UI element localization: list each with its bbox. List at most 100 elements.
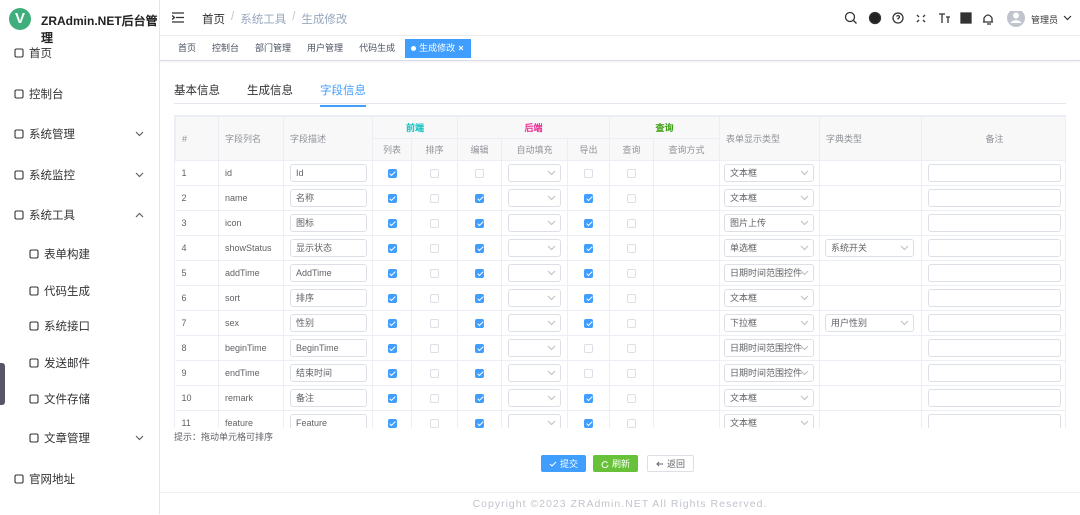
- checkbox[interactable]: [584, 194, 594, 204]
- checkbox[interactable]: [475, 344, 485, 354]
- menu-item[interactable]: 官网地址: [0, 469, 160, 489]
- remark-input[interactable]: [928, 239, 1062, 257]
- floating-handle[interactable]: [0, 363, 5, 405]
- desc-input[interactable]: 显示状态: [290, 239, 367, 257]
- menu-item[interactable]: 系统管理: [0, 124, 160, 144]
- autofill-select[interactable]: [508, 314, 562, 332]
- checkbox[interactable]: [584, 419, 594, 428]
- checkbox[interactable]: [387, 269, 397, 279]
- checkbox[interactable]: [584, 269, 594, 279]
- checkbox[interactable]: [475, 369, 485, 379]
- autofill-select[interactable]: [508, 364, 562, 382]
- checkbox[interactable]: [475, 394, 485, 404]
- checkbox[interactable]: [627, 244, 637, 254]
- autofill-select[interactable]: [508, 264, 562, 282]
- checkbox[interactable]: [387, 219, 397, 229]
- checkbox[interactable]: [430, 169, 439, 179]
- autofill-select[interactable]: [508, 339, 562, 357]
- checkbox[interactable]: [627, 419, 637, 428]
- menu-item[interactable]: 控制台: [0, 84, 160, 104]
- user-name[interactable]: 管理员: [1031, 15, 1059, 25]
- menu-item[interactable]: 文件存储: [0, 389, 160, 409]
- form-type-select[interactable]: 日期时间范围控件: [724, 264, 815, 282]
- remark-input[interactable]: [928, 414, 1062, 428]
- checkbox[interactable]: [430, 344, 439, 354]
- checkbox[interactable]: [584, 394, 594, 404]
- remark-input[interactable]: [928, 314, 1062, 332]
- tab[interactable]: 基本信息: [174, 85, 220, 97]
- desc-input[interactable]: 结束时间: [290, 364, 367, 382]
- checkbox[interactable]: [475, 194, 485, 204]
- form-type-select[interactable]: 日期时间范围控件: [724, 339, 815, 357]
- checkbox[interactable]: [430, 269, 439, 279]
- checkbox[interactable]: [387, 344, 397, 354]
- logo[interactable]: V: [9, 8, 31, 30]
- checkbox[interactable]: [627, 344, 637, 354]
- remark-input[interactable]: [928, 214, 1062, 232]
- checkbox[interactable]: [627, 369, 637, 379]
- checkbox[interactable]: [627, 219, 637, 229]
- checkbox[interactable]: [584, 369, 594, 379]
- autofill-select[interactable]: [508, 414, 562, 428]
- remark-input[interactable]: [928, 164, 1062, 182]
- checkbox[interactable]: [584, 294, 594, 304]
- menu-item[interactable]: 发送邮件: [0, 353, 160, 373]
- form-type-select[interactable]: 文本框: [724, 189, 815, 207]
- checkbox[interactable]: [475, 244, 485, 254]
- checkbox[interactable]: [475, 219, 485, 229]
- autofill-select[interactable]: [508, 189, 562, 207]
- tag[interactable]: 代码生成: [353, 39, 401, 58]
- form-type-select[interactable]: 日期时间范围控件: [724, 364, 815, 382]
- checkbox[interactable]: [475, 169, 485, 179]
- menu-item[interactable]: 系统接口: [0, 316, 160, 336]
- checkbox[interactable]: [627, 394, 637, 404]
- remark-input[interactable]: [928, 339, 1062, 357]
- menu-item[interactable]: 系统工具: [0, 205, 160, 225]
- checkbox[interactable]: [387, 294, 397, 304]
- checkbox[interactable]: [627, 169, 637, 179]
- breadcrumb-item[interactable]: 首页: [202, 14, 225, 26]
- desc-input[interactable]: Feature: [290, 414, 367, 428]
- desc-input[interactable]: 备注: [290, 389, 367, 407]
- checkbox[interactable]: [387, 244, 397, 254]
- menu-item[interactable]: 代码生成: [0, 281, 160, 301]
- checkbox[interactable]: [387, 194, 397, 204]
- checkbox[interactable]: [387, 394, 397, 404]
- menu-item[interactable]: 系统监控: [0, 165, 160, 185]
- checkbox[interactable]: [475, 419, 485, 428]
- remark-input[interactable]: [928, 189, 1062, 207]
- form-type-select[interactable]: 文本框: [724, 389, 815, 407]
- checkbox[interactable]: [627, 269, 637, 279]
- desc-input[interactable]: AddTime: [290, 264, 367, 282]
- checkbox[interactable]: [430, 394, 439, 404]
- dict-select[interactable]: 系统开关: [825, 239, 915, 257]
- button[interactable]: 刷新: [593, 455, 639, 472]
- form-type-select[interactable]: 文本框: [724, 289, 815, 307]
- checkbox[interactable]: [584, 244, 594, 254]
- tag[interactable]: 生成修改: [405, 38, 472, 58]
- checkbox[interactable]: [387, 419, 397, 428]
- form-type-select[interactable]: 图片上传: [724, 214, 815, 232]
- autofill-select[interactable]: [508, 164, 562, 182]
- tab[interactable]: 生成信息: [247, 85, 293, 97]
- desc-input[interactable]: BeginTime: [290, 339, 367, 357]
- form-type-select[interactable]: 下拉框: [724, 314, 815, 332]
- autofill-select[interactable]: [508, 214, 562, 232]
- tag[interactable]: 用户管理: [301, 39, 349, 58]
- autofill-select[interactable]: [508, 389, 562, 407]
- tag[interactable]: 首页: [172, 39, 202, 58]
- menu-item[interactable]: 表单构建: [0, 244, 160, 264]
- checkbox[interactable]: [627, 294, 637, 304]
- button[interactable]: 返回: [647, 455, 695, 472]
- checkbox[interactable]: [475, 269, 485, 279]
- checkbox[interactable]: [584, 169, 594, 179]
- desc-input[interactable]: 性别: [290, 314, 367, 332]
- remark-input[interactable]: [928, 289, 1062, 307]
- checkbox[interactable]: [584, 344, 594, 354]
- checkbox[interactable]: [430, 369, 439, 379]
- tag[interactable]: 部门管理: [249, 39, 297, 58]
- checkbox[interactable]: [475, 319, 485, 329]
- checkbox[interactable]: [627, 319, 637, 329]
- checkbox[interactable]: [430, 244, 439, 254]
- breadcrumb-item[interactable]: 生成修改: [301, 14, 348, 26]
